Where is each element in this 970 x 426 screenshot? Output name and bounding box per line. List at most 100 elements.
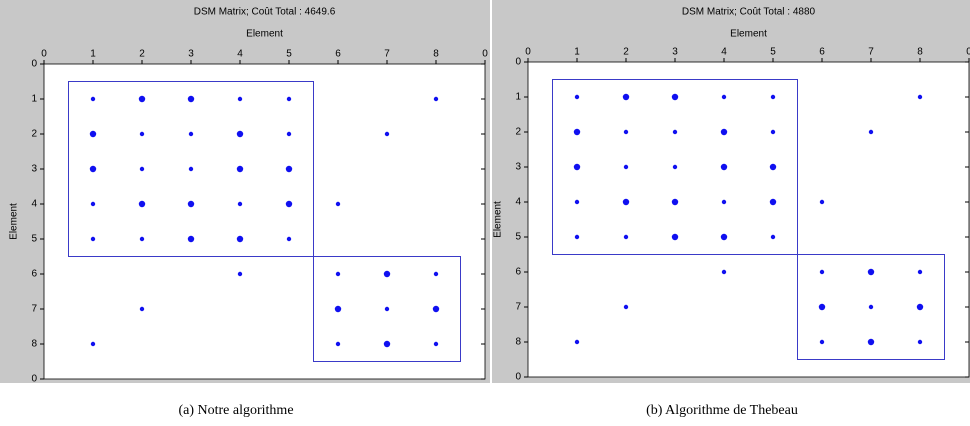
y-tick-label: 0 xyxy=(515,372,521,383)
caption: (a) Notre algorithme xyxy=(178,403,293,418)
point xyxy=(622,198,630,206)
point xyxy=(671,93,679,101)
y-tick-label: 1 xyxy=(515,92,521,103)
point xyxy=(917,94,923,100)
point xyxy=(623,234,629,240)
point xyxy=(335,341,341,347)
chart-title: DSM Matrix; Coût Total : 4649.6 xyxy=(194,7,336,18)
y-tick-label: 3 xyxy=(31,164,37,175)
point xyxy=(770,234,776,240)
point xyxy=(819,269,825,275)
point xyxy=(721,269,727,275)
point xyxy=(868,304,874,310)
point xyxy=(334,305,342,313)
cluster-box xyxy=(797,254,945,360)
y-tick-label: 3 xyxy=(515,162,521,173)
y-tick-label: 6 xyxy=(515,267,521,278)
point xyxy=(769,198,777,206)
point xyxy=(236,130,244,138)
point xyxy=(335,201,341,207)
cluster-box xyxy=(313,256,461,362)
point xyxy=(574,94,580,100)
point xyxy=(720,128,728,136)
x-tick-label: 1 xyxy=(90,49,96,60)
x-tick-label: 1 xyxy=(574,47,580,58)
point xyxy=(139,166,145,172)
point xyxy=(90,341,96,347)
x-tick-label: 6 xyxy=(335,49,341,60)
point xyxy=(769,163,777,171)
point xyxy=(623,164,629,170)
point xyxy=(383,340,391,348)
x-tick-label: 7 xyxy=(384,49,390,60)
y-tick-label: 8 xyxy=(31,339,37,350)
point xyxy=(138,95,146,103)
point xyxy=(867,268,875,276)
x-axis-label: Element xyxy=(246,29,283,40)
point xyxy=(721,199,727,205)
point xyxy=(819,339,825,345)
plot-area xyxy=(527,61,970,378)
point xyxy=(138,200,146,208)
point xyxy=(917,339,923,345)
plot-area xyxy=(43,63,486,380)
y-tick-label: 4 xyxy=(31,199,37,210)
x-tick-label: 0 xyxy=(525,47,531,58)
y-tick-label: 4 xyxy=(515,197,521,208)
point xyxy=(335,271,341,277)
y-tick-label: 2 xyxy=(31,129,37,140)
y-tick-label: 7 xyxy=(515,302,521,313)
point xyxy=(285,200,293,208)
point xyxy=(90,96,96,102)
x-tick-label: 5 xyxy=(770,47,776,58)
point xyxy=(672,129,678,135)
chart-title: DSM Matrix; Coût Total : 4880 xyxy=(682,7,816,18)
point xyxy=(187,95,195,103)
point xyxy=(671,198,679,206)
point xyxy=(286,236,292,242)
point xyxy=(89,130,97,138)
y-tick-label: 5 xyxy=(31,234,37,245)
x-tick-label: 7 xyxy=(868,47,874,58)
point xyxy=(286,131,292,137)
point xyxy=(867,338,875,346)
point xyxy=(917,269,923,275)
y-tick-label: 5 xyxy=(515,232,521,243)
point xyxy=(384,131,390,137)
point xyxy=(819,199,825,205)
point xyxy=(770,94,776,100)
point xyxy=(89,165,97,173)
point xyxy=(90,236,96,242)
cluster-box xyxy=(68,81,314,257)
cluster-box xyxy=(552,79,798,255)
point xyxy=(573,128,581,136)
point xyxy=(573,163,581,171)
point xyxy=(188,131,194,137)
point xyxy=(622,93,630,101)
y-tick-label: 1 xyxy=(31,94,37,105)
y-axis-label: Element xyxy=(9,203,20,240)
x-tick-label: 8 xyxy=(433,49,439,60)
point xyxy=(187,200,195,208)
x-tick-label: 2 xyxy=(139,49,145,60)
x-tick-label: 2 xyxy=(623,47,629,58)
point xyxy=(139,236,145,242)
point xyxy=(671,233,679,241)
point xyxy=(770,129,776,135)
y-tick-label: 0 xyxy=(31,374,37,385)
point xyxy=(433,96,439,102)
x-tick-label: 3 xyxy=(672,47,678,58)
point xyxy=(916,303,924,311)
point xyxy=(139,131,145,137)
point xyxy=(236,235,244,243)
point xyxy=(236,165,244,173)
y-tick-label: 8 xyxy=(515,337,521,348)
point xyxy=(139,306,145,312)
x-tick-label: 5 xyxy=(286,49,292,60)
point xyxy=(237,201,243,207)
point xyxy=(383,270,391,278)
x-tick-label: 4 xyxy=(721,47,727,58)
y-tick-label: 7 xyxy=(31,304,37,315)
point xyxy=(868,129,874,135)
point xyxy=(433,341,439,347)
